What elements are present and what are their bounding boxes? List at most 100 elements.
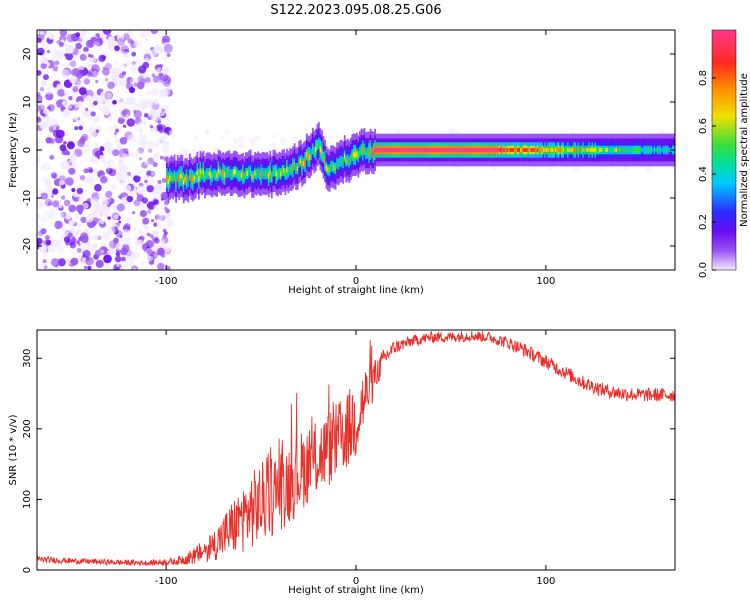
ridge-cell [497,148,500,152]
noise-cell [78,120,85,127]
ridge-cell [330,164,332,170]
noise-cell [118,51,122,55]
noise-cell [84,107,89,112]
noise-cell [122,153,128,159]
ridge-cell [260,172,263,178]
noise-cell [72,88,79,95]
noise-cell [132,267,137,270]
ridge-cell [627,148,630,152]
ridge-cell [365,150,367,156]
ridge-cell [539,148,542,152]
ridge-cell [438,148,440,152]
ridge-cell [400,148,402,152]
noise-cell [56,173,63,180]
ridge-cell [638,148,641,152]
noise-cell [84,157,89,162]
ridge-cell [368,150,370,156]
noise-cell [142,217,150,225]
noise-cell [118,220,122,224]
noise-cell [76,248,82,253]
noise-cell [107,35,116,44]
noise-cell [37,156,40,160]
ridge-cell [378,148,381,152]
noise-cell [69,60,77,68]
ridge-cell [343,153,346,159]
noise-cell [91,93,99,102]
ridge-cell [614,148,616,152]
noise-cell [139,157,143,161]
ridge-cell [406,148,408,152]
ridge-cell [292,165,294,171]
ridge-cell [474,148,477,152]
x-tick-label: -100 [155,576,178,587]
ridge-cell [430,148,433,152]
snr-series-line [37,330,675,567]
ridge-cell [608,148,610,152]
ridge-cell [635,148,638,152]
ridge-cell [653,148,656,152]
noise-cell [40,263,45,268]
noise-cell [106,248,114,256]
noise-cell [131,152,138,158]
noise-cell [249,138,257,145]
ridge-cell [632,148,635,152]
noise-cell [63,141,67,145]
ridge-cell [606,148,609,152]
ridge-cell [665,148,668,152]
ridge-cell [482,148,484,152]
noise-cell [88,168,94,174]
ridge-cell [233,169,235,175]
noise-cell [140,260,145,265]
noise-cell [138,133,144,138]
ridge-cell [629,148,632,152]
noise-cell [69,241,77,249]
noise-cell [52,71,58,77]
noise-cell [133,199,140,207]
noise-cell [159,64,163,68]
ridge-cell [301,162,304,168]
ridge-cell [510,148,513,152]
noise-cell [37,145,44,154]
noise-cell [87,53,92,58]
noise-cell [136,81,145,90]
ridge-cell [473,148,475,152]
ridge-cell [407,148,410,152]
ridge-cell [220,172,223,178]
noise-cell [490,166,496,172]
noise-cell [75,32,81,38]
ridge-cell [609,148,612,152]
ridge-cell [375,148,378,152]
ridge-cell [219,169,222,175]
ridge-cell [570,148,572,152]
ridge-cell [195,174,197,180]
noise-cell [153,237,160,244]
ridge-cell [229,172,232,178]
noise-cell [64,43,69,48]
ridge-cell [603,148,606,152]
ridge-cell [644,148,647,152]
ridge-cell [239,173,241,179]
noise-cell [160,155,164,160]
ridge-cell [662,148,665,152]
noise-cell [135,104,139,108]
noise-cell [152,231,158,237]
ridge-cell [316,142,319,148]
ridge-cell [422,148,425,152]
noise-cell [82,202,89,209]
noise-cell [139,210,147,218]
ridge-cell [185,176,188,182]
noise-cell [152,190,156,194]
ridge-cell [225,170,228,176]
noise-cell [42,259,47,264]
noise-cell [128,87,136,94]
ridge-cell [605,148,607,152]
ridge-cell [242,171,244,177]
ridge-cell [179,173,182,179]
noise-cell [95,33,100,38]
noise-cell [83,78,91,85]
noise-cell [51,239,60,248]
noise-cell [38,245,48,254]
ridge-cell [204,174,206,180]
colorbar-tick-label: 0.6 [698,118,709,134]
noise-cell [171,134,176,139]
